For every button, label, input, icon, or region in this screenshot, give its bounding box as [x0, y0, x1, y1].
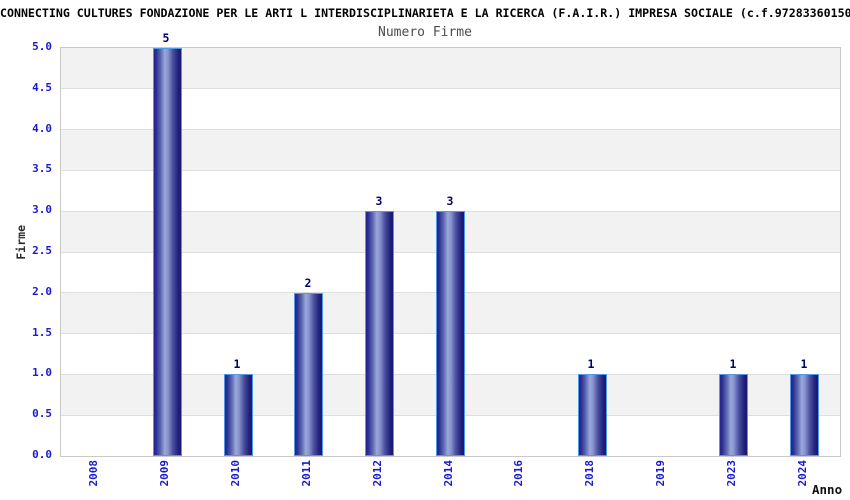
gridline	[61, 129, 840, 131]
bar	[365, 211, 394, 456]
y-tick-label: 2.5	[32, 244, 52, 257]
chart-main-title: CONNECTING CULTURES FONDAZIONE PER LE AR…	[0, 6, 850, 20]
y-tick-label: 1.0	[32, 366, 52, 380]
bar	[436, 211, 465, 456]
bar-value-label: 1	[729, 357, 737, 372]
bar	[224, 374, 253, 456]
gridline	[61, 169, 840, 171]
bar	[294, 292, 323, 456]
x-tick-label: 2018	[583, 460, 596, 487]
bar-value-label: 3	[375, 194, 383, 209]
y-tick-label: 0.5	[32, 407, 52, 421]
x-tick-label: 2023	[725, 460, 738, 487]
gridline	[61, 210, 840, 212]
gridline	[61, 88, 840, 90]
y-tick-label: 4.5	[32, 80, 52, 94]
bar-value-label: 1	[800, 357, 808, 372]
x-tick-label: 2008	[87, 460, 100, 487]
x-tick-label: 2010	[229, 460, 242, 487]
y-tick-label: 2.0	[32, 284, 52, 298]
x-tick-label: 2012	[371, 460, 384, 487]
bar	[790, 374, 819, 456]
bar-value-label: 5	[162, 31, 170, 45]
bar	[578, 374, 607, 456]
y-tick-label: 4.0	[32, 121, 52, 135]
y-tick-label: 0.0	[32, 448, 52, 461]
x-tick-label: 2011	[300, 460, 313, 487]
plot-area	[60, 47, 841, 457]
y-tick-label: 5.0	[32, 40, 52, 53]
bar-value-label: 3	[446, 194, 454, 209]
x-tick-label: 2016	[512, 460, 525, 487]
bar-value-label: 1	[587, 357, 595, 372]
bar	[719, 374, 748, 456]
y-tick-label: 1.5	[32, 325, 52, 339]
bar-value-label: 1	[233, 357, 241, 372]
x-axis-label: Anno	[812, 482, 843, 497]
y-tick-label: 3.5	[32, 162, 52, 176]
x-tick-label: 2024	[796, 460, 809, 487]
x-tick-label: 2019	[654, 460, 667, 487]
bar	[153, 48, 182, 456]
chart-subtitle: Numero Firme	[378, 25, 472, 40]
y-tick-label: 3.0	[32, 203, 52, 217]
x-tick-label: 2014	[442, 460, 455, 487]
bar-value-label: 2	[304, 275, 312, 290]
x-tick-label: 2009	[158, 460, 171, 487]
